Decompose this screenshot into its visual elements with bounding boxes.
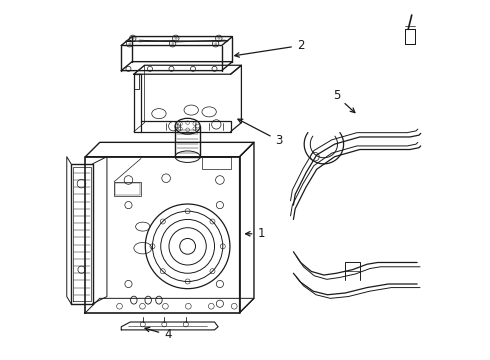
- Bar: [114, 182, 141, 196]
- Text: 3: 3: [238, 119, 283, 147]
- Bar: [115, 183, 140, 195]
- Text: 4: 4: [145, 327, 172, 341]
- Text: 1: 1: [245, 227, 265, 240]
- Bar: [405, 30, 415, 44]
- Text: 2: 2: [235, 39, 304, 57]
- Text: 5: 5: [333, 89, 355, 113]
- Bar: [202, 157, 231, 169]
